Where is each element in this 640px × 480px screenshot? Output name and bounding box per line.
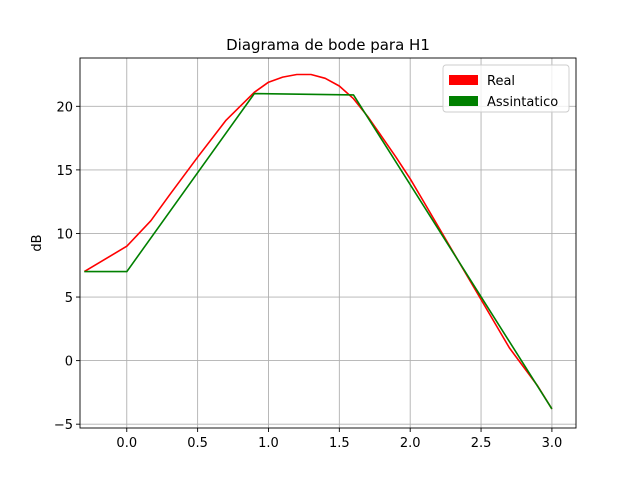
y-tick-label: 15 bbox=[56, 164, 73, 179]
y-axis: −5 0 5 10 15 20 bbox=[54, 100, 80, 433]
chart-title: Diagrama de bode para H1 bbox=[226, 36, 430, 54]
y-tick-label: 10 bbox=[56, 227, 73, 242]
legend-swatch bbox=[449, 96, 478, 106]
x-tick-label: 2.5 bbox=[471, 436, 492, 451]
x-axis: 0.0 0.5 1.0 1.5 2.0 2.5 3.0 bbox=[116, 428, 562, 451]
x-tick-label: 1.5 bbox=[329, 436, 350, 451]
plot-frame bbox=[79, 57, 577, 429]
series-layer bbox=[83, 73, 553, 410]
legend-label: Real bbox=[487, 74, 515, 89]
x-tick-label: 0.5 bbox=[187, 436, 208, 451]
series-line-assintatico bbox=[84, 92, 553, 410]
x-tick-label: 0.0 bbox=[116, 436, 137, 451]
x-tick-label: 2.0 bbox=[400, 436, 421, 451]
grid bbox=[80, 58, 576, 428]
x-tick-label: 3.0 bbox=[542, 436, 563, 451]
y-tick-label: −5 bbox=[54, 418, 73, 433]
y-axis-label: dB bbox=[30, 234, 45, 251]
y-tick-label: 0 bbox=[65, 355, 73, 370]
y-tick-label: 20 bbox=[56, 100, 73, 115]
legend: Real Assintatico bbox=[442, 64, 570, 113]
legend-label: Assintatico bbox=[487, 95, 558, 110]
x-tick-label: 1.0 bbox=[258, 436, 279, 451]
legend-swatch bbox=[449, 75, 478, 85]
y-tick-label: 5 bbox=[65, 291, 73, 306]
series-line-real bbox=[83, 73, 553, 410]
